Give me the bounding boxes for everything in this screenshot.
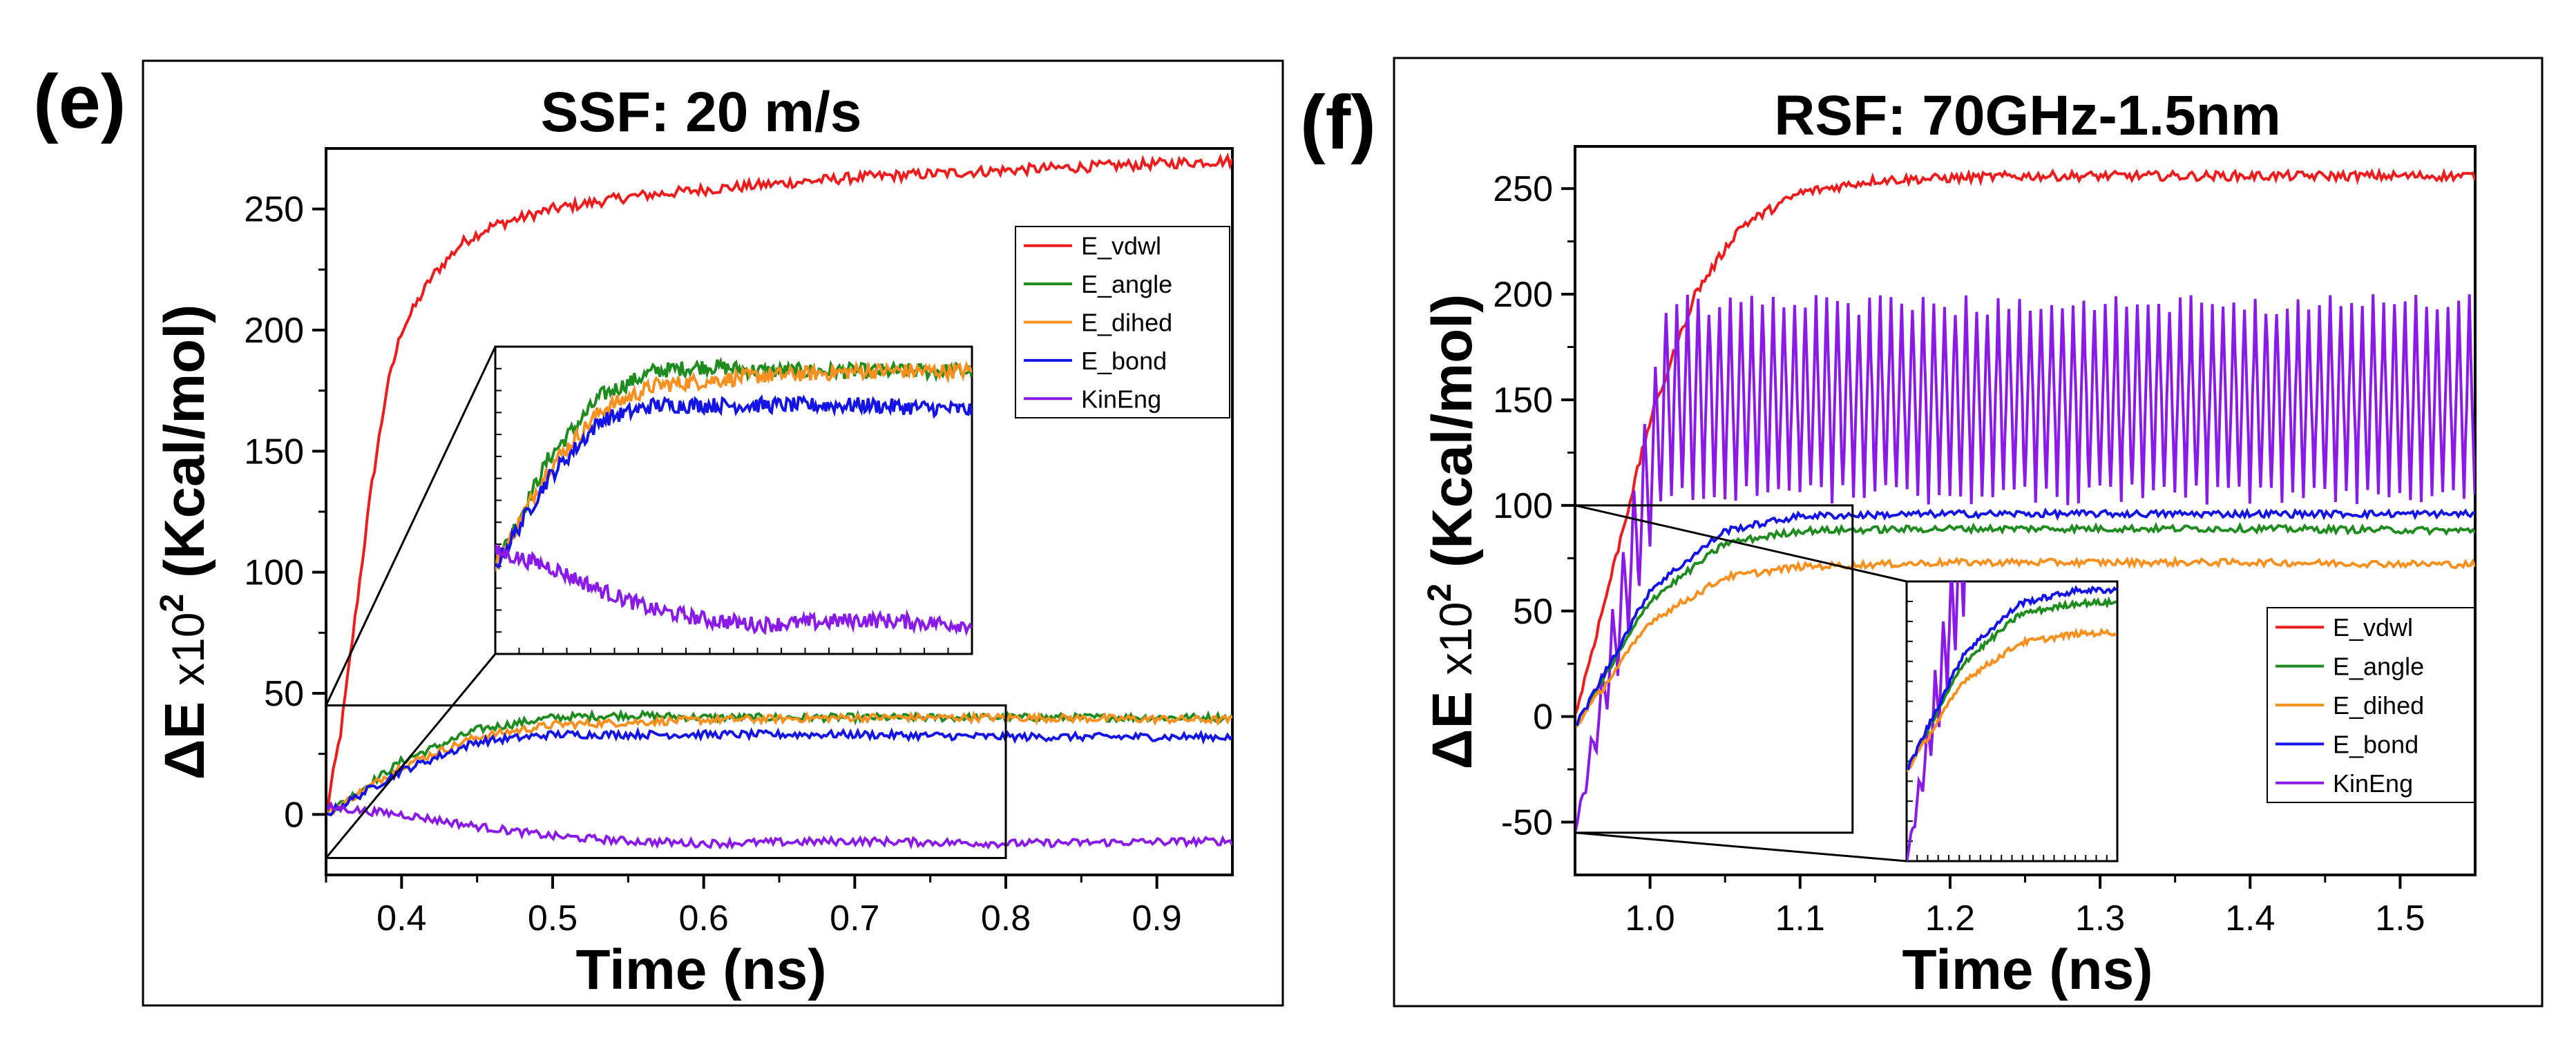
panel-f-xtick-label: 1.1 bbox=[1775, 898, 1825, 938]
panel-f-legend-label-e-vdwl: E_vdwl bbox=[2333, 613, 2413, 642]
panel-e-xtick-label: 0.5 bbox=[528, 898, 578, 938]
panel-f-xtick-label: 1.3 bbox=[2075, 898, 2125, 938]
panel-e-line-e-angle bbox=[326, 709, 1232, 817]
panel-e-legend-label-kineng: KinEng bbox=[1081, 385, 1161, 413]
panel-f-legend-label-e-bond: E_bond bbox=[2333, 730, 2418, 758]
panel-f-xtick-label: 1.4 bbox=[2225, 898, 2275, 938]
panel-f-ytick-label: 150 bbox=[1493, 380, 1553, 421]
panel-f-title: RSF: 70GHz-1.5nm bbox=[1774, 84, 2281, 147]
panel-e-line-e-dihed bbox=[326, 711, 1232, 818]
panel-e-inset-frame bbox=[494, 345, 973, 655]
panel-f-ytick-label: 200 bbox=[1493, 275, 1553, 315]
panel-e-inset bbox=[325, 345, 1007, 859]
panel-e-frame bbox=[142, 59, 1284, 1007]
panel-e-ylabel: ΔE x102 (Kcal/mol) bbox=[153, 305, 216, 780]
panel-e-line-e-bond bbox=[326, 726, 1232, 816]
panel-e-inset-line-e-angle bbox=[495, 356, 972, 570]
panel-f-xtick-label: 1.2 bbox=[1925, 898, 1975, 938]
panel-e-ytick-label: 0 bbox=[284, 795, 304, 835]
panel-e-legend-label-e-angle: E_angle bbox=[1081, 270, 1172, 298]
panel-e-xtick-label: 0.9 bbox=[1132, 898, 1182, 938]
panel-f-zoom-rect bbox=[1574, 504, 1854, 834]
panel-e-label: (e) bbox=[33, 59, 126, 144]
panel-f-plot-area: 1.0 1.1 1.2 1.3 1.4 1.5 -50 0 50 100 150 200 250 bbox=[1493, 145, 2477, 938]
panel-f-ytick-label: 50 bbox=[1513, 592, 1553, 632]
panel-f-xlabel: Time (ns) bbox=[1902, 938, 2153, 1001]
panel-f-ytick-label: -50 bbox=[1501, 803, 1553, 843]
panel-f-xtick-label: 1.5 bbox=[2375, 898, 2425, 938]
panel-f-series bbox=[1575, 167, 2475, 833]
panel-e-zoom-guide bbox=[325, 346, 497, 706]
panel-f-legend: E_vdwl E_angle E_dihed E_bond KinEng bbox=[2267, 607, 2475, 803]
panel-e-ytick-label: 100 bbox=[244, 553, 304, 593]
panel-f-inset-line-e-dihed bbox=[1907, 627, 2117, 773]
panel-e-legend-label-e-dihed: E_dihed bbox=[1081, 309, 1172, 337]
panel-f-inset-line-e-bond bbox=[1907, 585, 2117, 770]
panel-f-xtick-label: 1.0 bbox=[1625, 898, 1675, 938]
panel-f-ytick-label: 250 bbox=[1493, 169, 1553, 209]
panel-e-xtick-label: 0.6 bbox=[679, 898, 729, 938]
panel-e-legend-label-e-vdwl: E_vdwl bbox=[1081, 232, 1161, 260]
panel-e-plot-area: 0.4 0.5 0.6 0.7 0.8 0.9 0 50 100 150 200 250 bbox=[244, 147, 1234, 938]
panel-f-legend-label-e-dihed: E_dihed bbox=[2333, 691, 2424, 720]
panel-e-legend-label-e-bond: E_bond bbox=[1081, 347, 1167, 375]
panel-f-inset-line-kineng bbox=[1907, 581, 1966, 861]
panel-e-inset-line-e-bond bbox=[495, 394, 972, 569]
panel-f-ytick-label: 100 bbox=[1493, 486, 1553, 526]
panel-f-ytick-label: 0 bbox=[1533, 697, 1553, 738]
panel-e-inset-line-e-dihed bbox=[495, 360, 972, 572]
panel-e-legend: E_vdwl E_angle E_dihed E_bond KinEng bbox=[1015, 226, 1230, 418]
panel-e-ytick-label: 250 bbox=[244, 190, 304, 230]
panel-f-zoom-guide bbox=[1574, 831, 1907, 863]
panel-e-line-kineng bbox=[326, 801, 1232, 850]
panel-f-frame bbox=[1393, 57, 2544, 1008]
panel-e-title: SSF: 20 m/s bbox=[541, 81, 862, 144]
panel-e-xtick-label: 0.7 bbox=[830, 898, 879, 938]
panel-e-xlabel: Time (ns) bbox=[576, 938, 827, 1001]
panel-e-series bbox=[326, 152, 1232, 850]
panel-f-legend-label-e-angle: E_angle bbox=[2333, 653, 2424, 681]
panel-e-ytick-label: 150 bbox=[244, 432, 304, 472]
panel-e-ytick-label: 200 bbox=[244, 311, 304, 351]
panel-e-ytick-label: 50 bbox=[264, 674, 304, 714]
panel-f-line-e-vdwl bbox=[1575, 167, 2475, 715]
panel-f-line-e-bond bbox=[1575, 507, 2475, 726]
panel-e: (e) SSF: 20 m/s Time (ns) ΔE x102 (Kcal/… bbox=[33, 59, 1284, 1007]
panel-e-zoom-guide bbox=[325, 653, 497, 859]
panel-e-zoom-rect bbox=[325, 704, 1007, 859]
panel-f-line-kineng bbox=[1575, 294, 2475, 833]
panel-f-legend-label-kineng: KinEng bbox=[2333, 769, 2413, 798]
panel-e-xtick-label: 0.8 bbox=[981, 898, 1031, 938]
panel-f-line-e-angle bbox=[1575, 521, 2475, 729]
panel-f-ylabel: ΔE x102 (Kcal/mol) bbox=[1421, 294, 1484, 770]
panel-e-xtick-label: 0.4 bbox=[376, 898, 426, 938]
panel-f-inset bbox=[1574, 504, 2119, 863]
panel-f: (f) RSF: 70GHz-1.5nm Time (ns) ΔE x102 (… bbox=[1300, 57, 2544, 1008]
panel-f-zoom-guide bbox=[1574, 504, 1907, 583]
panel-e-inset-line-kineng bbox=[495, 544, 972, 637]
panel-f-line-e-dihed bbox=[1575, 555, 2475, 729]
panel-e-line-e-vdwl bbox=[326, 152, 1232, 813]
panel-f-label: (f) bbox=[1300, 80, 1376, 165]
